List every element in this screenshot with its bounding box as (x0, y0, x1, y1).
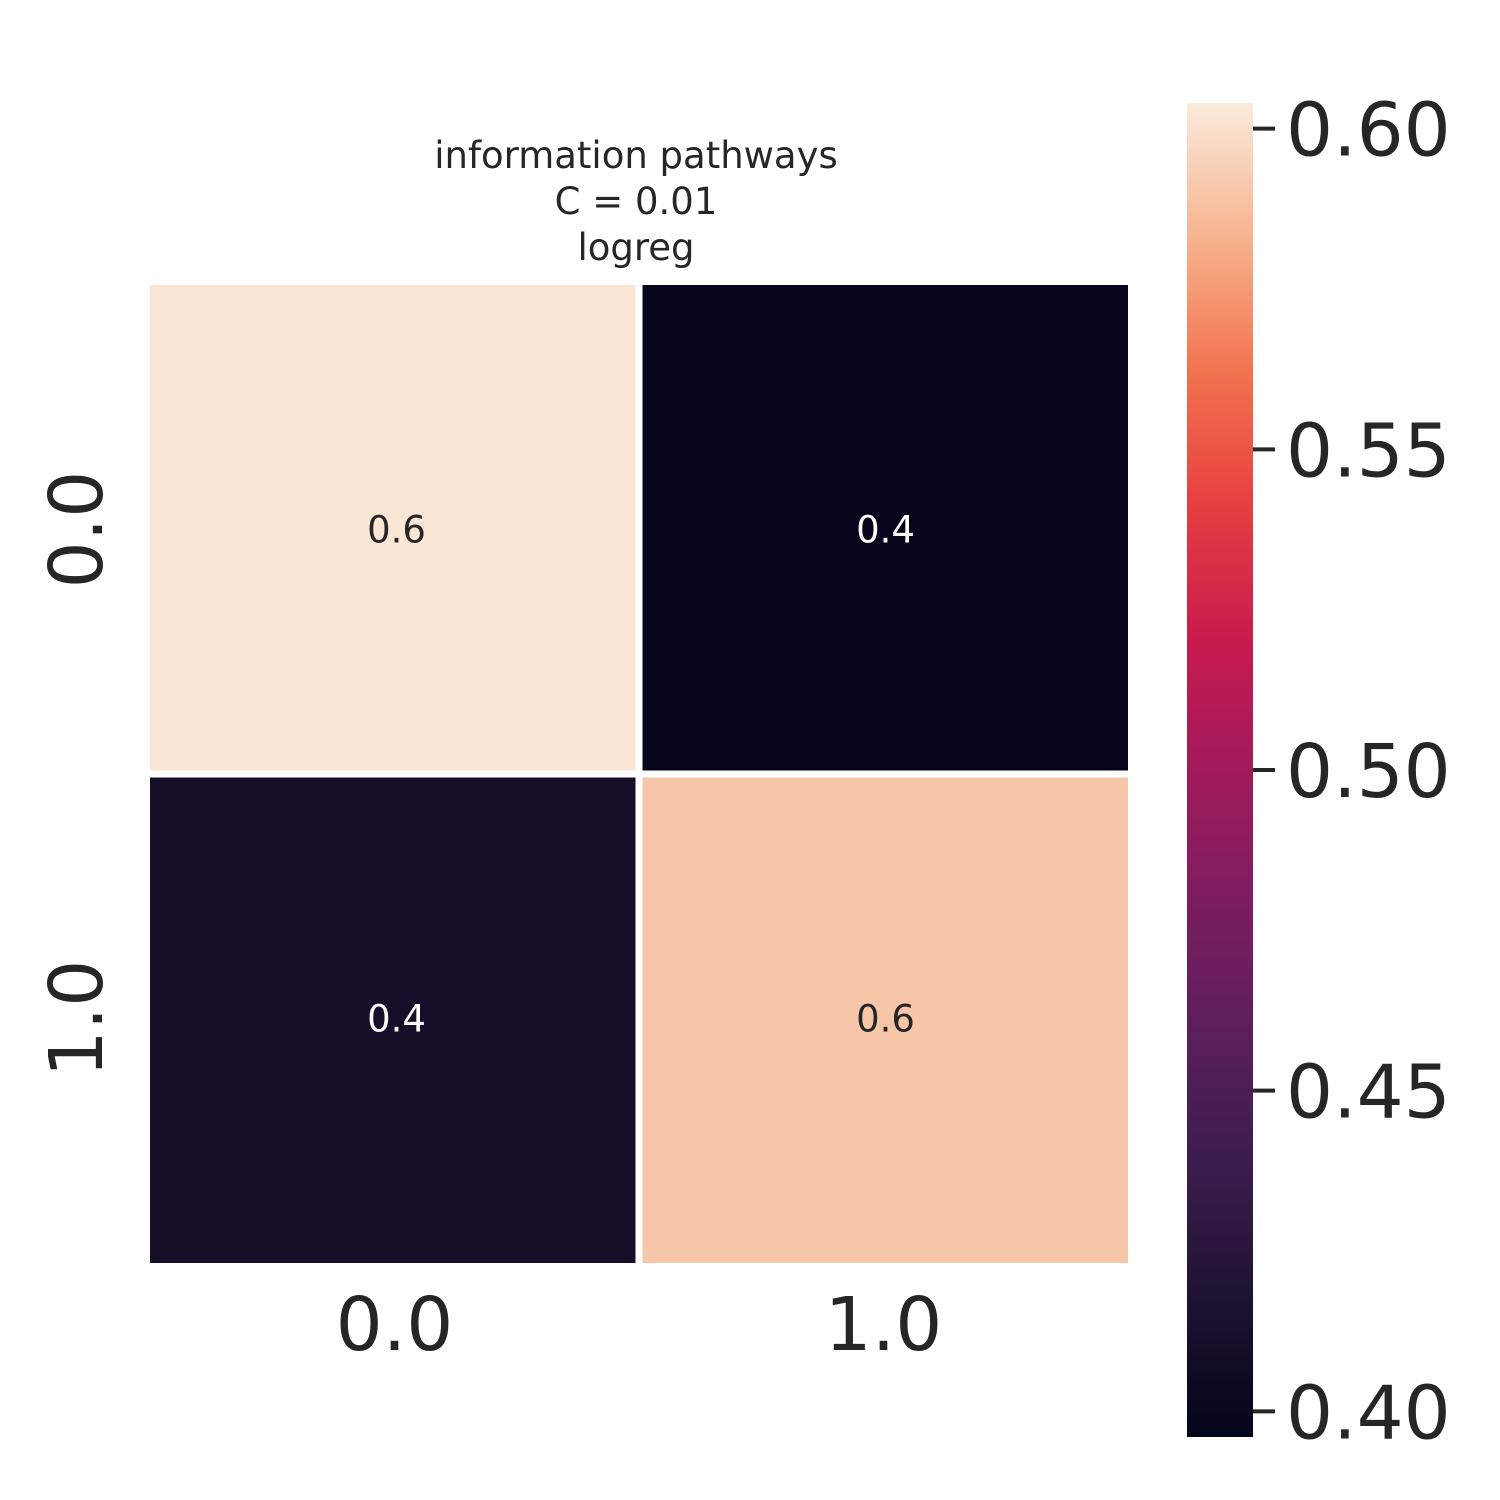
x-axis-tick-labels: 0.0 1.0 (336, 1282, 943, 1368)
colorbar-ticks: 0.40 0.45 0.50 0.55 0.60 (1253, 88, 1451, 1456)
heatmap-cells: 0.6 0.4 0.4 0.6 (150, 285, 1128, 1263)
colorbar-tick-label-2: 0.50 (1286, 729, 1451, 815)
heatmap-cell-r1-c1 (642, 777, 1128, 1263)
cell-annotation-r0-c0: 0.6 (367, 509, 426, 552)
cell-annotation-r1-c1: 0.6 (856, 998, 915, 1041)
y-tick-label-1: 1.0 (34, 960, 120, 1078)
colorbar-tick-label-3: 0.55 (1286, 408, 1451, 494)
y-tick-label-0: 0.0 (34, 471, 120, 589)
heatmap-cell-r0-c1 (642, 285, 1128, 771)
chart-title: information pathways C = 0.01 logreg (434, 134, 838, 269)
title-line-3: logreg (577, 226, 694, 269)
colorbar-tick-label-0: 0.40 (1286, 1370, 1451, 1456)
x-tick-label-1: 1.0 (825, 1282, 943, 1368)
heatmap-cell-r0-c0 (150, 285, 636, 771)
x-tick-label-0: 0.0 (336, 1282, 454, 1368)
cell-annotation-r1-c0: 0.4 (367, 998, 426, 1041)
colorbar-tick-label-4: 0.60 (1286, 88, 1451, 174)
heatmap-cell-r1-c0 (150, 777, 636, 1263)
colorbar-gradient (1187, 103, 1253, 1437)
colorbar-tick-label-1: 0.45 (1286, 1050, 1451, 1136)
title-line-1: information pathways (434, 134, 838, 177)
title-line-2: C = 0.01 (555, 180, 718, 223)
y-axis-tick-labels: 0.0 1.0 (34, 471, 120, 1078)
cell-annotation-r0-c1: 0.4 (856, 509, 915, 552)
colorbar: 0.40 0.45 0.50 0.55 0.60 (1187, 88, 1451, 1456)
